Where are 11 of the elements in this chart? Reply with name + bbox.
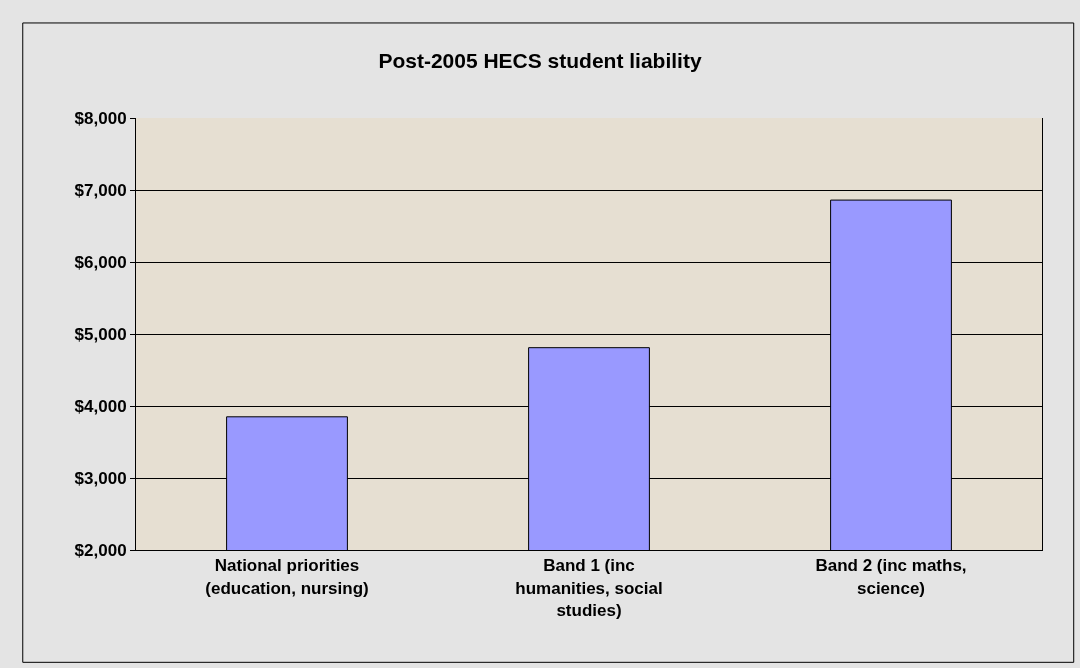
x-tick-label: Band 1 (inc humanities, social studies) (515, 556, 663, 620)
y-tick-label: $5,000 (74, 324, 127, 344)
y-tick-label: $3,000 (74, 468, 127, 488)
chart-title: Post-2005 HECS student liability (378, 49, 702, 73)
y-tick-label: $8,000 (74, 108, 127, 128)
y-tick-label: $2,000 (74, 540, 127, 560)
y-tick-label: $4,000 (74, 396, 127, 416)
y-tick-label: $7,000 (74, 180, 127, 200)
x-tick-label: Band 2 (inc maths, science) (815, 556, 967, 598)
y-tick-label: $6,000 (74, 252, 127, 272)
x-tick-label: National priorities (education, nursing) (205, 556, 369, 598)
